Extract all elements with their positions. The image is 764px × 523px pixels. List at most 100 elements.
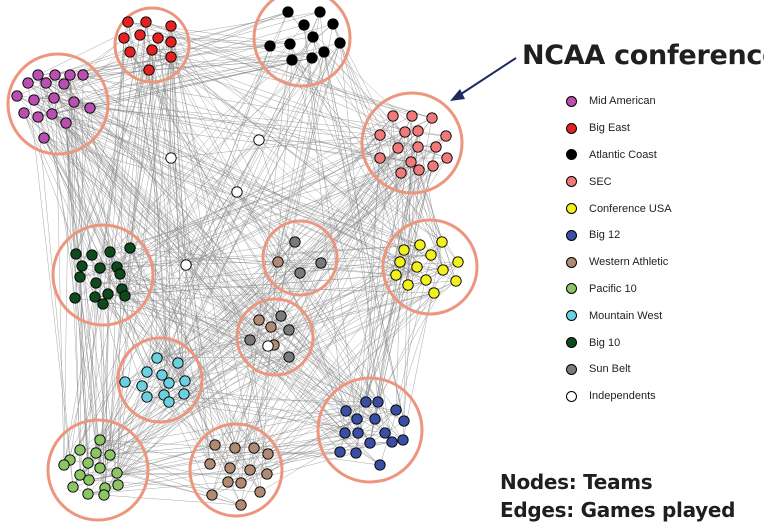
team-node — [124, 242, 136, 254]
edge — [91, 254, 404, 441]
edge — [288, 280, 457, 358]
edge — [16, 95, 67, 124]
edge — [79, 401, 379, 451]
team-node — [180, 259, 192, 271]
edge — [148, 69, 170, 403]
edge — [185, 134, 381, 266]
legend-label: Conference USA — [589, 202, 672, 215]
nodes-caption: Nodes: Teams — [500, 470, 653, 494]
edge — [249, 172, 402, 471]
edge — [69, 74, 272, 328]
edge — [249, 51, 325, 471]
team-node — [77, 69, 89, 81]
team-node — [94, 262, 106, 274]
team-node — [289, 236, 301, 248]
edge — [73, 23, 334, 103]
edge — [339, 42, 402, 174]
edge — [99, 254, 432, 269]
edge — [65, 122, 427, 281]
team-node — [98, 489, 110, 501]
team-node — [275, 310, 287, 322]
edge — [107, 293, 179, 364]
edge — [94, 34, 141, 298]
edge — [146, 396, 376, 420]
edge — [236, 191, 421, 246]
team-node — [364, 437, 376, 449]
edge — [82, 74, 322, 264]
edge — [102, 303, 126, 383]
team-node — [119, 376, 131, 388]
team-node — [102, 288, 114, 300]
legend-item: Independents — [566, 383, 672, 410]
legend-swatch — [566, 310, 577, 322]
edge — [229, 279, 427, 469]
team-node — [143, 64, 155, 76]
edge — [240, 418, 358, 484]
team-node — [32, 69, 44, 81]
edge — [79, 130, 419, 278]
team-node — [406, 110, 418, 122]
team-node — [84, 102, 96, 114]
edge — [323, 51, 405, 422]
edge — [139, 34, 290, 358]
team-node — [224, 462, 236, 474]
edge — [99, 115, 413, 269]
team-node — [244, 464, 256, 476]
team-node — [151, 352, 163, 364]
edge — [156, 339, 251, 359]
team-node — [28, 94, 40, 106]
legend-label: Mountain West — [589, 309, 663, 322]
edge — [240, 452, 357, 484]
edge — [54, 74, 393, 443]
team-node — [402, 279, 414, 291]
legend-label: SEC — [589, 175, 612, 188]
team-node — [11, 90, 23, 102]
edge — [163, 51, 325, 396]
team-node — [283, 324, 295, 336]
edge — [177, 266, 418, 364]
team-node — [18, 107, 30, 119]
team-node — [248, 442, 260, 454]
team-node — [425, 249, 437, 261]
edge — [319, 11, 325, 53]
team-node — [136, 380, 148, 392]
team-node — [262, 448, 274, 460]
legend-item: Mid American — [566, 88, 672, 115]
legend-swatch — [566, 95, 577, 107]
edge — [145, 21, 260, 141]
edge — [54, 74, 65, 466]
edge — [234, 51, 325, 449]
edge — [102, 303, 105, 496]
edge — [129, 131, 406, 249]
edge — [267, 131, 406, 347]
team-node — [235, 477, 247, 489]
edge — [69, 74, 427, 281]
team-node — [351, 413, 363, 425]
team-node — [229, 442, 241, 454]
team-node — [272, 256, 284, 268]
team-node — [284, 38, 296, 50]
edge — [75, 49, 153, 255]
edge — [87, 282, 97, 464]
edge — [170, 23, 334, 159]
team-node — [46, 108, 58, 120]
team-node — [156, 369, 168, 381]
edge — [148, 69, 272, 328]
team-node — [306, 52, 318, 64]
team-nodes-layer — [11, 6, 464, 511]
team-node — [441, 152, 453, 164]
team-node — [261, 468, 273, 480]
legend-swatch — [566, 203, 577, 215]
edge — [104, 329, 290, 489]
edge — [75, 253, 118, 268]
arrow-icon — [457, 57, 517, 97]
edge — [270, 326, 367, 403]
edge — [121, 191, 238, 290]
edge — [145, 21, 187, 266]
edge — [156, 147, 399, 359]
team-node — [165, 152, 177, 164]
edges-caption: Edges: Games played — [500, 498, 736, 522]
team-node — [294, 267, 306, 279]
edge — [72, 444, 216, 488]
